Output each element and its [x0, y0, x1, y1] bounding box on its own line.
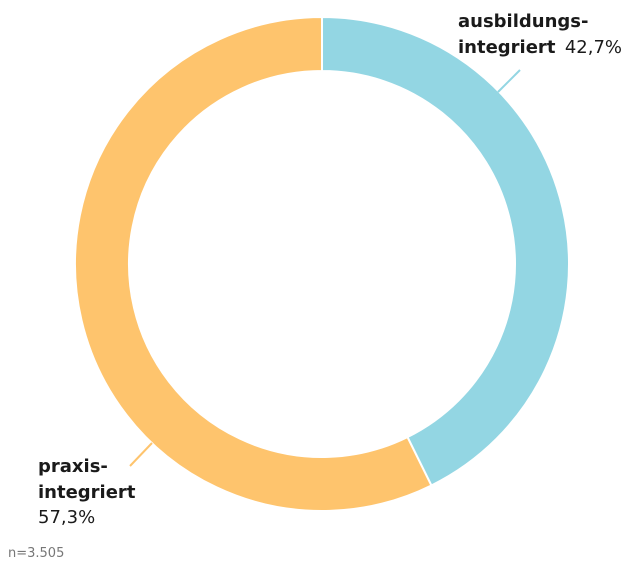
segment-label: praxis-	[38, 456, 108, 477]
segment-label: ausbildungs-	[458, 11, 588, 32]
segment-label: integriert	[458, 37, 556, 58]
leader-line	[129, 442, 153, 467]
value-label: 42,7%	[565, 37, 622, 58]
donut-segment	[74, 15, 433, 512]
segment-label: integriert	[38, 482, 136, 503]
footnote: n=3.505	[8, 546, 64, 561]
value-label: 57,3%	[38, 507, 95, 528]
donut-segment	[321, 15, 570, 487]
leader-line	[497, 69, 521, 93]
